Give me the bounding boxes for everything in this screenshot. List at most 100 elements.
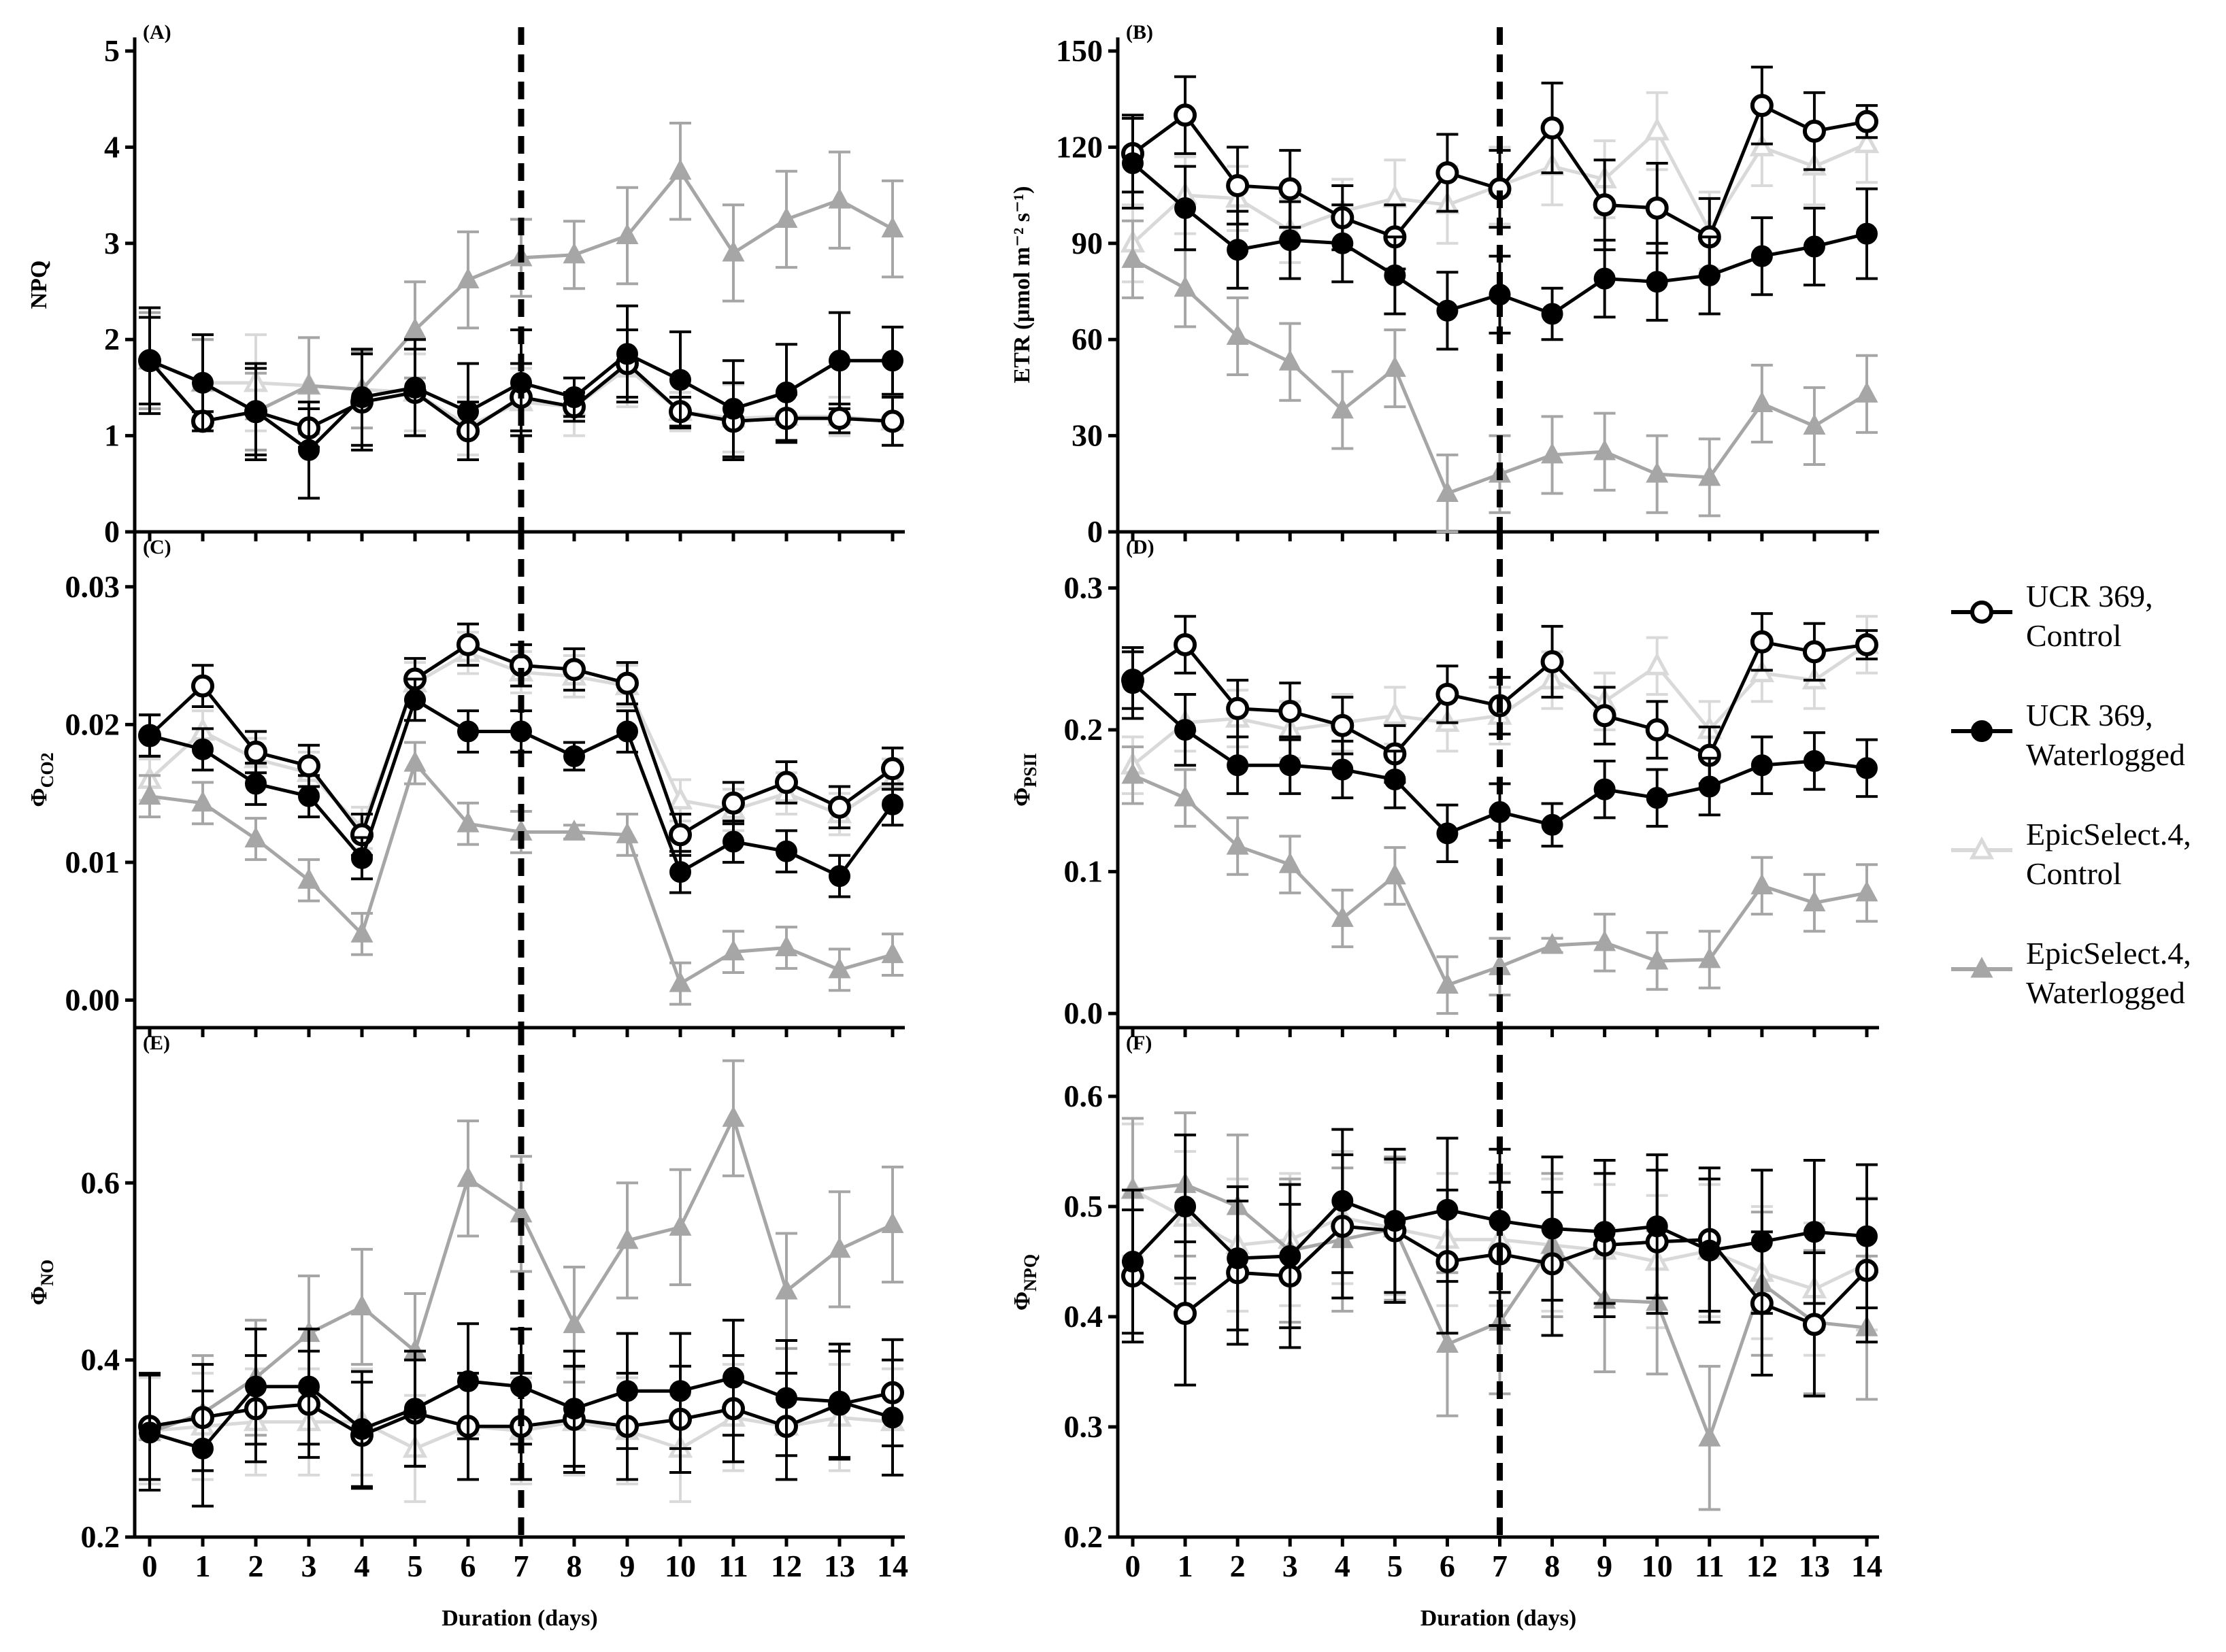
y-tick-label: 150 (1056, 33, 1103, 68)
data-point (298, 785, 320, 807)
data-point (1749, 133, 1775, 156)
data-point (828, 795, 851, 819)
data-point (456, 811, 480, 832)
data-point (1750, 873, 1774, 894)
x-tick-label: 3 (301, 1549, 317, 1583)
data-point (828, 188, 851, 209)
data-point (1382, 701, 1408, 725)
x-tick-label: 11 (1695, 1549, 1724, 1583)
legend-label-line1: EpicSelect.4, (2026, 936, 2191, 971)
panel-label: (B) (1126, 21, 1153, 44)
y-tick-label: 0.3 (1064, 571, 1103, 605)
data-point (775, 207, 798, 228)
data-point (1750, 630, 1774, 654)
data-point (1856, 1225, 1878, 1247)
data-point (828, 957, 851, 979)
data-point (1802, 640, 1826, 664)
data-point (1698, 775, 1721, 798)
y-axis-title: ΦNPQ (1010, 1254, 1040, 1311)
data-point (722, 1106, 745, 1127)
y-tick-label: 4 (104, 129, 120, 164)
panel-F: 0.20.30.40.50.60 1 2 3 4 5 6 7 8 9 10 11 12 13 14(F)ΦN… (1010, 1028, 1882, 1631)
data-point (563, 386, 585, 409)
y-tick-label: 0 (104, 514, 120, 549)
data-point (882, 350, 903, 372)
data-point (616, 822, 639, 843)
data-point (1121, 247, 1144, 268)
y-tick-label: 0 (1087, 514, 1103, 549)
data-point (1802, 1313, 1826, 1336)
data-point (563, 1398, 585, 1420)
data-point (1593, 267, 1616, 290)
data-point (350, 922, 373, 943)
x-tick-label: 5 (1387, 1549, 1403, 1583)
panel-E: 0.20.40.60 1 2 3 4 5 6 7 8 9 10 11 12 13 14(E)ΦNODurat… (27, 1028, 908, 1631)
data-point (1279, 1245, 1301, 1267)
x-tick-label: 7 (1492, 1549, 1508, 1583)
data-point (882, 1406, 903, 1429)
data-point (1646, 271, 1668, 293)
data-point (775, 935, 798, 957)
data-point (1593, 1221, 1616, 1243)
x-tick-label: 13 (1799, 1549, 1830, 1583)
data-point (1383, 863, 1406, 885)
data-point (1750, 1230, 1773, 1253)
data-point (616, 671, 639, 695)
x-tick-label: 2 (248, 1549, 264, 1583)
data-point (1174, 275, 1197, 297)
data-point (139, 724, 161, 747)
y-tick-label: 3 (104, 226, 120, 260)
x-tick-label: 9 (620, 1549, 635, 1583)
y-axis-title-main: ETR (μmol m⁻² s⁻¹) (1010, 186, 1035, 384)
data-point (297, 373, 320, 394)
legend-marker (1969, 836, 1995, 860)
x-tick-label: 5 (408, 1549, 423, 1583)
data-point (1855, 382, 1878, 403)
y-tick-label: 0.2 (1064, 712, 1103, 747)
legend-marker (1970, 956, 1993, 978)
x-tick-label: 6 (1440, 1549, 1455, 1583)
data-point (563, 1312, 586, 1334)
y-axis-title-sub: NPQ (1020, 1254, 1040, 1292)
data-point (1227, 1247, 1249, 1270)
y-axis-title: ETR (μmol m⁻² s⁻¹) (1010, 186, 1035, 384)
data-point (1750, 754, 1773, 777)
data-point (1174, 1196, 1197, 1217)
data-point (350, 1294, 373, 1316)
legend-item-epic_c: EpicSelect.4, Control (1951, 817, 2191, 891)
legend-marker (1970, 601, 1993, 624)
data-point (669, 158, 692, 180)
data-point (722, 791, 745, 815)
y-axis-title-sub: PSII (1020, 753, 1040, 788)
data-point (1279, 754, 1301, 777)
legend-label-line2: Waterlogged (2026, 737, 2185, 772)
data-point (1593, 778, 1616, 800)
x-tick-label: 13 (824, 1549, 855, 1583)
x-tick-label: 2 (1230, 1549, 1246, 1583)
y-axis-title-main: NPQ (27, 260, 52, 309)
data-point (456, 1166, 480, 1187)
panel-label: (A) (143, 21, 171, 44)
legend-label-line2: Waterlogged (2026, 975, 2185, 1010)
data-point (297, 754, 320, 778)
data-point (1384, 264, 1406, 286)
y-tick-label: 0.4 (1064, 1299, 1103, 1334)
legend-label-line1: EpicSelect.4, (2026, 817, 2191, 852)
data-point (1646, 948, 1669, 970)
data-point (1698, 1239, 1721, 1262)
y-tick-label: 0.03 (65, 569, 120, 604)
data-point (1435, 973, 1459, 994)
y-tick-label: 30 (1072, 418, 1103, 453)
y-axis-title: NPQ (27, 260, 52, 309)
data-point (1331, 713, 1355, 737)
x-axis-title: Duration (days) (442, 1606, 598, 1631)
data-point (404, 1398, 426, 1420)
x-tick-label: 14 (877, 1549, 908, 1583)
data-point (1435, 1332, 1459, 1353)
legend-label-line2: Control (2026, 618, 2122, 653)
data-point (1698, 947, 1721, 968)
data-point (1331, 906, 1354, 927)
data-point (1803, 749, 1825, 772)
data-point (1174, 1302, 1197, 1326)
data-point (1541, 442, 1564, 464)
